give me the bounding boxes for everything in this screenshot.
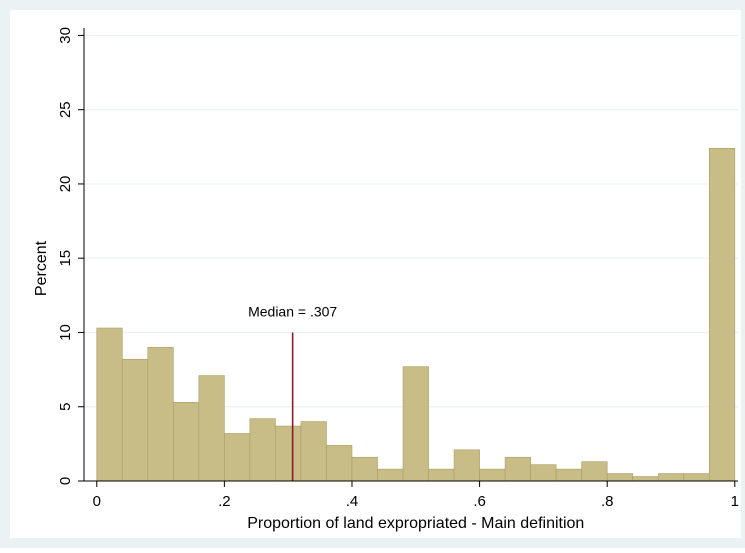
- axes: 0 5 10 15 20 25 30 0 .2 .4 .6 .8 1: [57, 27, 739, 510]
- histogram-bar-13: [428, 468, 455, 482]
- histogram-bar-7: [275, 425, 302, 482]
- y-tick-label-0: 0: [57, 477, 74, 485]
- x-tick-label-4: .8: [601, 493, 614, 510]
- y-tick-label-1: 5: [57, 403, 74, 411]
- histogram-bar-8: [300, 421, 327, 482]
- histogram-bar-12: [402, 366, 429, 482]
- histogram-bar-2: [147, 347, 174, 482]
- histogram-bar-24: [708, 148, 736, 482]
- y-tick-label-5: 25: [57, 101, 74, 118]
- median-label: Median = .307: [248, 303, 337, 319]
- histogram-bar-21: [632, 476, 659, 482]
- histogram-bar-5: [224, 433, 251, 482]
- histogram-bar-18: [555, 468, 582, 482]
- histogram-bar-17: [530, 464, 557, 482]
- x-tick-label-3: .6: [473, 493, 486, 510]
- y-tick-label-4: 20: [57, 176, 74, 193]
- y-axis-ticks: 0 5 10 15 20 25 30: [57, 27, 84, 485]
- histogram-bar-11: [377, 468, 404, 482]
- bars: [96, 148, 736, 482]
- y-tick-label-6: 30: [57, 27, 74, 44]
- x-axis-label: Proportion of land expropriated - Main d…: [247, 515, 584, 532]
- histogram-bar-9: [326, 445, 353, 482]
- x-axis-ticks: 0 .2 .4 .6 .8 1: [93, 481, 739, 510]
- histogram-bar-23: [683, 473, 710, 482]
- x-tick-label-1: .2: [218, 493, 231, 510]
- histogram-bar-16: [504, 456, 531, 482]
- histogram-bar-0: [96, 327, 123, 482]
- histogram-bar-6: [249, 418, 276, 482]
- x-tick-label-2: .4: [346, 493, 359, 510]
- y-tick-label-2: 10: [57, 324, 74, 341]
- x-tick-label-0: 0: [93, 493, 101, 510]
- histogram-bar-15: [479, 468, 506, 482]
- y-tick-label-3: 15: [57, 250, 74, 267]
- y-axis-label: Percent: [33, 240, 50, 296]
- histogram-bar-3: [173, 401, 200, 482]
- histogram-bar-19: [581, 461, 608, 482]
- histogram-bar-22: [657, 473, 685, 482]
- annotations: Median = .307: [248, 303, 337, 481]
- histogram-bar-14: [453, 449, 480, 482]
- x-tick-label-5: 1: [731, 493, 739, 510]
- histogram-bar-1: [121, 358, 149, 482]
- histogram-bar-4: [198, 375, 225, 482]
- histogram-bar-20: [606, 473, 634, 482]
- histogram-bar-10: [351, 456, 378, 482]
